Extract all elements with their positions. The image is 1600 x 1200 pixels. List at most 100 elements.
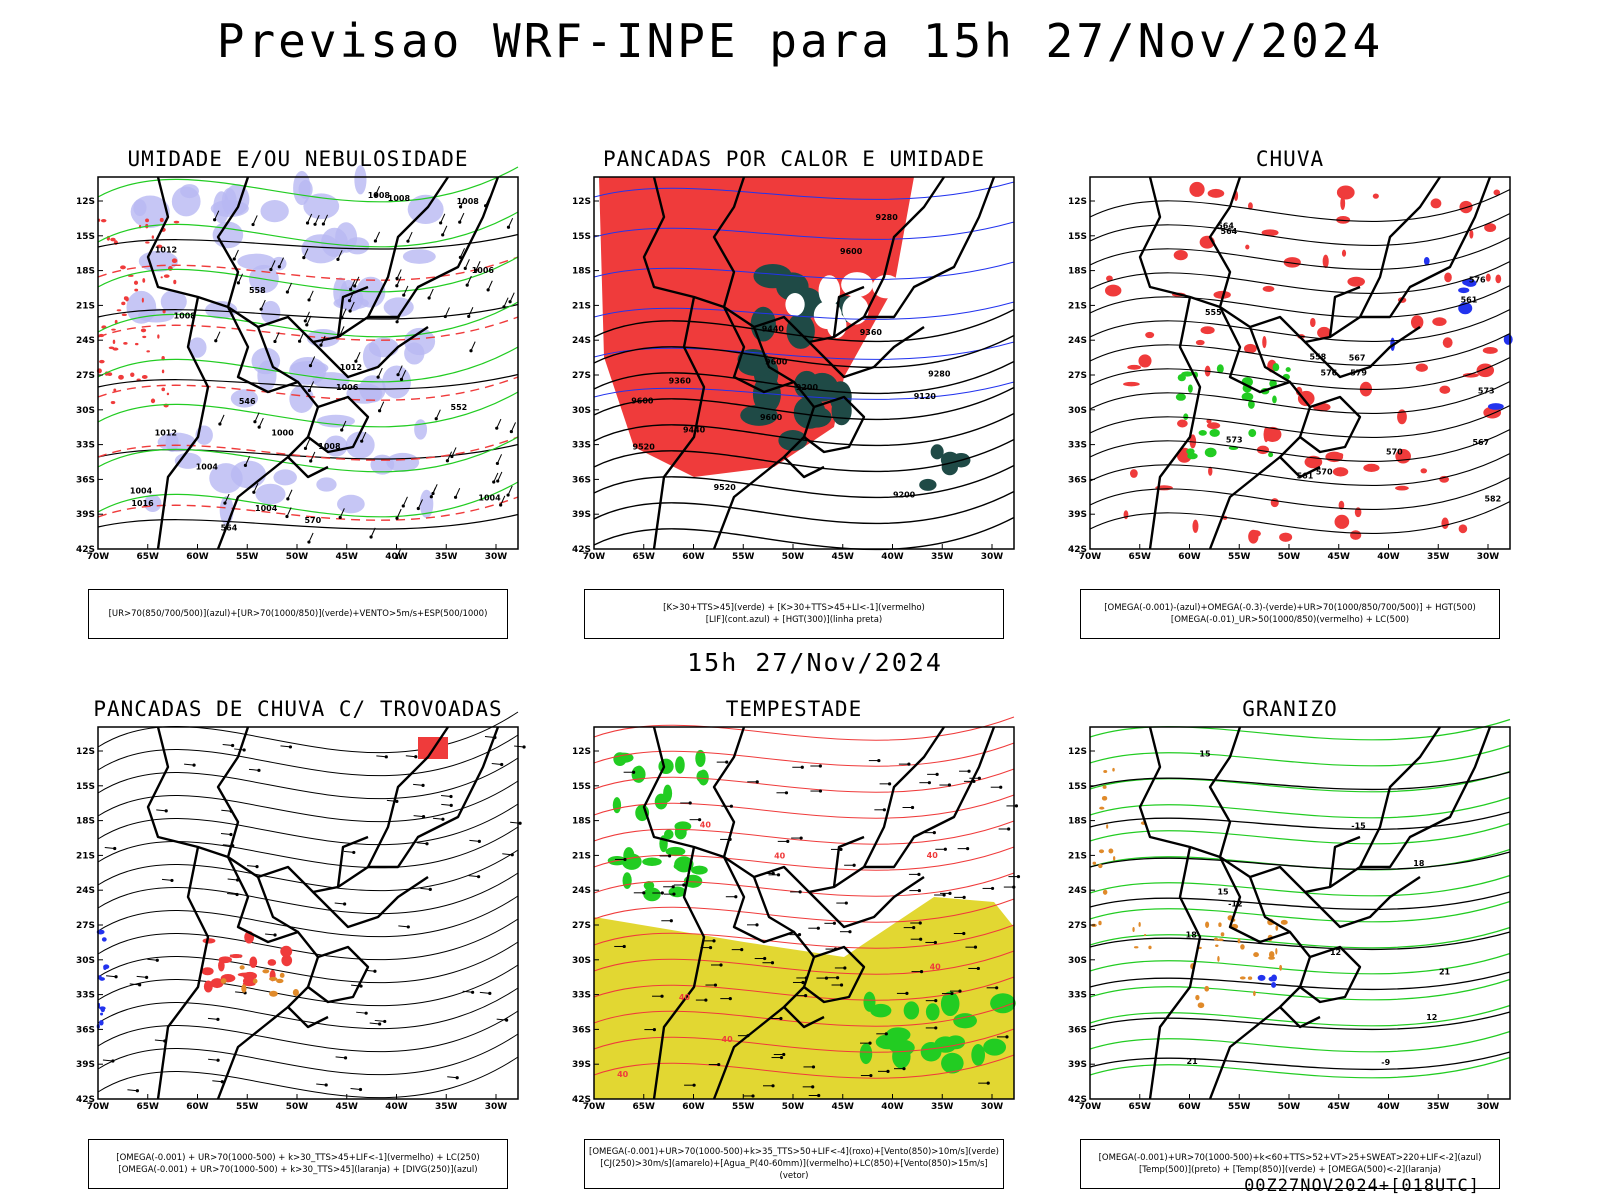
- map-canvas[interactable]: 1008 1006 1008 1012 1016 1004 1000 1008 1004 1008…: [76, 165, 519, 577]
- wind-vector: [377, 367, 383, 378]
- omega-orange: [1098, 920, 1102, 926]
- rain-green-area: [1272, 363, 1280, 372]
- streamline-arrow: [369, 1022, 380, 1025]
- wind-vector: [304, 311, 310, 322]
- green-humidity-contour: [97, 166, 519, 203]
- rain-red-area: [1458, 524, 1468, 534]
- rain-blue-area: [1458, 287, 1470, 294]
- contour-label: 579: [1350, 368, 1367, 377]
- map-trovoadas[interactable]: 12S 15S 18S 21S 24S 27S 30S 33S 36S 39S 42S 70W 65W 6…: [76, 711, 526, 1127]
- map-chuva[interactable]: 582 579 576 573 570 567 564 561 558 555 576 573 570 5…: [1068, 176, 1513, 577]
- temp500-contour: [1089, 851, 1511, 870]
- rain-red-area: [1138, 354, 1152, 368]
- wind850-green: [695, 749, 706, 767]
- humidity-blob-blue: [255, 483, 286, 505]
- temp500-contour: [1089, 891, 1511, 910]
- streamline-arrow: [234, 748, 245, 751]
- omega-orange: [1133, 946, 1139, 949]
- map-canvas[interactable]: 21 18 15 12 18 21 15 12 -9 -12 -15 12S 15S 18S 21S 24S 2…: [1068, 718, 1511, 1127]
- wind-vector: [725, 760, 729, 764]
- map-frame: [1089, 176, 1511, 550]
- wind-vector: [466, 275, 472, 286]
- map-umidade[interactable]: 1008 1006 1008 1012 1016 1004 1000 1008 1004 1008…: [76, 165, 519, 577]
- humidity-red-dot: [156, 244, 163, 249]
- contour-label: 21: [1187, 1057, 1199, 1066]
- isobar-contour: [97, 303, 519, 320]
- panel-granizo[interactable]: GRANIZO 21 18 15 12 18 21 15 12 -9 -12 -15 12S 15S 18…: [1068, 697, 1511, 1189]
- rain-red-area: [1262, 285, 1275, 292]
- lon-tick-label: 60W: [682, 552, 705, 562]
- wind-vector: [509, 429, 513, 434]
- map-granizo[interactable]: 21 18 15 12 18 21 15 12 -9 -12 -15 12S 15S 18S 21S 24S 2…: [1068, 718, 1511, 1127]
- wind-vector: [719, 963, 723, 967]
- lat-tick-label: 12S: [572, 747, 591, 757]
- wind-vector: [459, 248, 466, 258]
- map-pancadas-calor[interactable]: 9600 9600 9600 9520 9440 9360 9280 9200 9120 9520…: [572, 176, 1015, 577]
- wind-vector: [395, 516, 399, 520]
- lon-tick-label: 55W: [236, 552, 259, 562]
- rain-red-area: [1347, 276, 1365, 287]
- rain-red-area: [1304, 455, 1323, 469]
- wind-vector: [623, 857, 627, 862]
- streamline: [97, 757, 519, 800]
- panel-trovoadas[interactable]: PANCADAS DE CHUVA C/ TROVOADAS 12S 15S 18S…: [76, 697, 526, 1189]
- wind-vector: [361, 431, 367, 442]
- humidity-red-dot: [123, 341, 128, 345]
- contour-label: 12: [1426, 1013, 1437, 1022]
- temp850-contour: [1089, 900, 1511, 923]
- contour-label: 564: [221, 524, 238, 533]
- humidity-blob-blue: [230, 460, 266, 489]
- streamline-arrow: [413, 783, 424, 786]
- contour-label: 570: [1316, 467, 1333, 476]
- wind-vector: [341, 308, 347, 318]
- wind-vector: [285, 290, 290, 294]
- wind-vector: [779, 1016, 783, 1021]
- panel-pancadas-calor[interactable]: PANCADAS POR CALOR E UMIDADE 9600 9600 960…: [572, 147, 1015, 639]
- lon-tick-label: 55W: [1228, 1102, 1251, 1112]
- wind-vector: [886, 1069, 890, 1073]
- map-tempestade[interactable]: 40 40 40 40 40 40 40 12S 15S 18S 21S 24S 27S 30S 33S 36…: [572, 716, 1021, 1127]
- wind-vector: [967, 769, 971, 773]
- lat-tick-label: 24S: [572, 886, 591, 896]
- contour-label: 1008: [368, 191, 391, 200]
- panel-umidade[interactable]: UMIDADE E/OU NEBULOSIDADE 1008 1006 1008 10…: [76, 147, 519, 639]
- rain-red-area: [1213, 290, 1231, 299]
- lat-tick-label: 21S: [1068, 851, 1087, 861]
- wind-vector: [804, 994, 808, 998]
- wind-vector: [474, 268, 478, 272]
- rain-green-area: [1268, 452, 1274, 458]
- map-frame: [97, 176, 519, 550]
- lat-tick-label: 24S: [1068, 886, 1087, 896]
- lat-tick-label: 39S: [572, 1060, 591, 1070]
- omega-orange: [1204, 985, 1210, 992]
- streamline-arrow: [343, 850, 354, 853]
- omega-orange: [1280, 919, 1288, 925]
- panel-chuva[interactable]: CHUVA 582 579 576 573 570 567 564 561 558 555 576 5…: [1068, 147, 1513, 639]
- k-tts-green-area: [793, 396, 826, 429]
- wind-vector: [852, 863, 856, 867]
- precipitable-water-contour: [593, 846, 1015, 871]
- lat-tick-label: 33S: [76, 441, 95, 451]
- wind-vector: [469, 349, 473, 353]
- wind-vector: [487, 280, 493, 291]
- streamline-arrow: [255, 864, 259, 869]
- map-canvas[interactable]: 9600 9600 9600 9520 9440 9360 9280 9200 9120 9520…: [572, 176, 1015, 577]
- panel-tempestade[interactable]: TEMPESTADE 40 40 40 40 40 40 40 12S 15S 18S 21S 24S…: [572, 697, 1021, 1189]
- contour-label: 1006: [472, 266, 495, 275]
- humidity-blob-blue: [221, 187, 237, 215]
- wind-vector: [260, 299, 266, 310]
- humidity-red-dot: [111, 328, 116, 331]
- lat-tick-label: 21S: [1068, 301, 1087, 311]
- streamline-arrow: [406, 925, 410, 929]
- wind-vector: [244, 456, 251, 466]
- clear-patch: [876, 279, 902, 298]
- streamline-arrow: [510, 853, 514, 857]
- map-canvas[interactable]: 5825795765735705675645615585555765735705…: [1068, 176, 1513, 577]
- wind-vector: [1016, 875, 1021, 879]
- wind-vector: [339, 508, 345, 518]
- lat-tick-label: 27S: [76, 921, 95, 931]
- wind-vector: [233, 249, 239, 260]
- map-canvas[interactable]: 40 40 40 40 40 40 40 12S 15S 18S 21S 24S 27S 30S 33S 36…: [572, 716, 1021, 1127]
- rain-red-area: [1206, 422, 1221, 429]
